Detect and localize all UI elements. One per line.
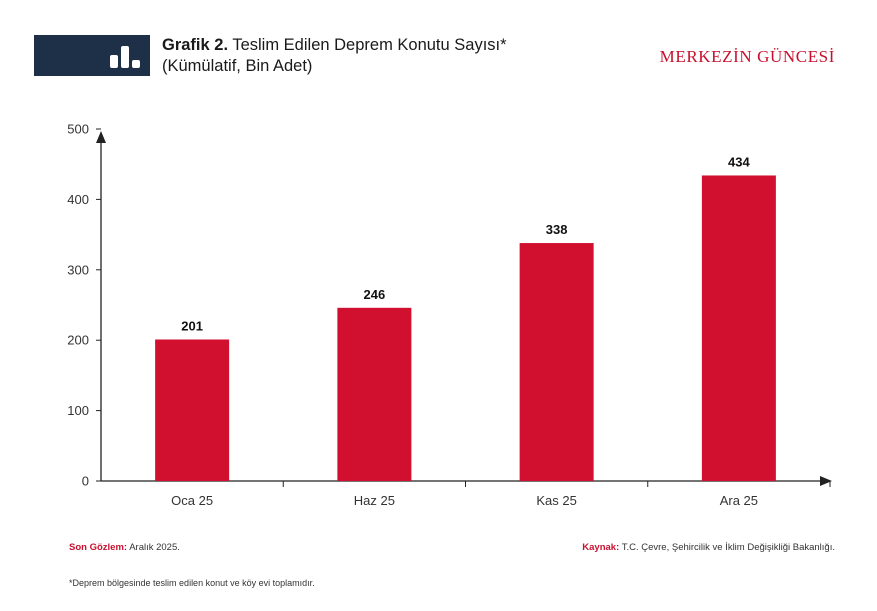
last-observation: Son Gözlem: Aralık 2025. (69, 542, 180, 553)
source: Kaynak: T.C. Çevre, Şehircilik ve İklim … (582, 542, 835, 553)
x-tick-label: Oca 25 (171, 493, 213, 508)
source-label: Kaynak: (582, 542, 620, 553)
chart-subtitle: (Kümülatif, Bin Adet) (162, 57, 313, 75)
y-tick-label: 0 (82, 474, 89, 489)
last-observation-label: Son Gözlem: (69, 542, 128, 553)
bar-value-label: 246 (364, 287, 386, 302)
chart-title: Grafik 2. Teslim Edilen Deprem Konutu Sa… (162, 35, 507, 77)
header-logo-box (34, 35, 150, 76)
bar-value-label: 201 (181, 318, 203, 333)
title-main: Teslim Edilen Deprem Konutu Sayısı* (232, 36, 507, 54)
last-observation-value: Aralık 2025. (129, 542, 180, 553)
x-tick-label: Haz 25 (354, 493, 395, 508)
bar (519, 243, 594, 481)
y-tick-label: 400 (67, 192, 89, 207)
y-tick-label: 200 (67, 333, 89, 348)
footnote: *Deprem bölgesinde teslim edilen konut v… (69, 578, 315, 588)
brand-logo-text: MERKEZİN GÜNCESİ (659, 47, 835, 66)
y-axis-arrow (96, 131, 106, 143)
bar (701, 175, 776, 482)
bar-chart-icon (110, 46, 140, 68)
y-tick-label: 500 (67, 122, 89, 137)
bar (337, 307, 412, 481)
title-prefix: Grafik 2. (162, 36, 229, 54)
y-tick-label: 100 (67, 403, 89, 418)
bar-value-label: 434 (728, 154, 750, 169)
x-axis-arrow (820, 476, 832, 486)
bar-value-label: 338 (546, 222, 568, 237)
source-value: T.C. Çevre, Şehircilik ve İklim Değişikl… (621, 542, 835, 553)
bar (155, 339, 230, 481)
bar-chart: 0 100 200 300 400 500 201 Oca 25 246 Haz 25 338 Kas… (67, 122, 832, 508)
y-tick-label: 300 (67, 262, 89, 277)
x-tick-label: Ara 25 (720, 493, 758, 508)
x-tick-label: Kas 25 (536, 493, 576, 508)
